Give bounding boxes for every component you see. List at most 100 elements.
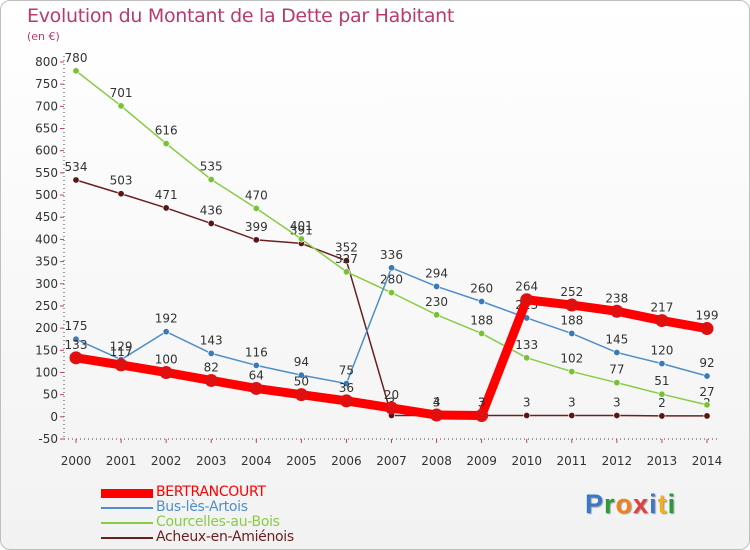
x-tick-label: 2009 xyxy=(466,454,497,468)
data-label: 238 xyxy=(605,291,628,305)
data-point xyxy=(342,380,350,388)
data-point xyxy=(207,349,215,357)
data-point xyxy=(252,236,260,244)
y-tick-label: 150 xyxy=(35,343,58,357)
y-tick-label: 450 xyxy=(35,210,58,224)
data-point xyxy=(658,390,666,398)
y-tick-label: 400 xyxy=(35,232,58,246)
data-label: 2 xyxy=(658,396,666,410)
data-label: 3 xyxy=(433,395,441,409)
data-point xyxy=(610,304,624,318)
data-label: 143 xyxy=(200,333,223,347)
data-point xyxy=(433,282,441,290)
data-label: 4 xyxy=(433,395,441,409)
data-label: 217 xyxy=(650,301,673,315)
data-point xyxy=(568,411,576,419)
data-point xyxy=(159,365,173,379)
data-point xyxy=(385,401,398,415)
data-point xyxy=(568,368,576,376)
data-label: 145 xyxy=(605,333,628,347)
y-tick-label: 600 xyxy=(35,144,58,158)
data-point xyxy=(655,314,669,328)
data-label: 64 xyxy=(249,368,264,382)
data-point xyxy=(297,371,305,379)
data-point xyxy=(703,401,711,409)
data-label: 175 xyxy=(65,319,88,333)
y-tick-label: 650 xyxy=(35,122,58,136)
x-tick-label: 2000 xyxy=(61,454,92,468)
x-tick-label: 2002 xyxy=(151,454,182,468)
y-tick-label: 300 xyxy=(35,277,58,291)
data-point xyxy=(475,408,489,422)
data-point xyxy=(207,219,215,227)
data-point xyxy=(478,298,486,306)
y-tick-label: 500 xyxy=(35,188,58,202)
chart-unit: (en €) xyxy=(27,30,60,43)
data-label: 535 xyxy=(200,160,223,174)
data-label: 199 xyxy=(696,309,719,323)
chart-title: Evolution du Montant de la Dette par Hab… xyxy=(27,5,455,27)
data-label: 102 xyxy=(560,352,583,366)
data-point xyxy=(204,373,218,387)
data-point xyxy=(69,351,83,365)
data-label: 100 xyxy=(155,352,178,366)
data-label: 51 xyxy=(654,374,669,388)
data-label: 188 xyxy=(560,313,583,327)
x-tick-label: 2005 xyxy=(286,454,317,468)
x-tick-label: 2014 xyxy=(692,454,723,468)
data-point xyxy=(478,329,486,337)
x-tick-label: 2011 xyxy=(557,454,588,468)
data-point xyxy=(613,349,621,357)
x-tick-label: 2001 xyxy=(106,454,137,468)
data-label: 327 xyxy=(335,252,358,266)
y-tick-label: 750 xyxy=(35,77,58,91)
y-tick-label: 550 xyxy=(35,166,58,180)
data-label: 77 xyxy=(609,363,624,377)
legend-label: Bus-lès-Artois xyxy=(156,499,248,515)
data-label: 188 xyxy=(470,313,493,327)
data-point xyxy=(700,322,714,336)
legend-swatch xyxy=(101,537,153,539)
data-point xyxy=(162,204,170,212)
data-label: 436 xyxy=(200,203,223,217)
data-label: 3 xyxy=(478,395,486,409)
data-point xyxy=(703,412,711,420)
data-point xyxy=(117,102,125,110)
data-label: 27 xyxy=(699,385,714,399)
data-label: 336 xyxy=(380,248,403,262)
data-label: 701 xyxy=(110,86,133,100)
legend-label: Courcelles-au-Bois xyxy=(156,514,280,530)
data-point xyxy=(342,268,350,276)
data-label: 252 xyxy=(560,285,583,299)
data-point xyxy=(294,388,308,402)
data-point xyxy=(658,360,666,368)
data-label: 534 xyxy=(65,160,88,174)
data-point xyxy=(613,411,621,419)
data-label: 117 xyxy=(110,345,133,359)
data-label: 92 xyxy=(699,356,714,370)
data-point xyxy=(433,311,441,319)
data-label: 192 xyxy=(155,312,178,326)
data-label: 36 xyxy=(339,381,354,395)
data-point xyxy=(72,335,80,343)
data-label: 503 xyxy=(110,174,133,188)
data-label: 264 xyxy=(515,280,538,294)
data-label: 401 xyxy=(290,219,313,233)
data-label: 616 xyxy=(155,124,178,138)
data-point xyxy=(249,381,263,395)
data-label: 471 xyxy=(155,188,178,202)
data-point xyxy=(523,411,531,419)
x-tick-label: 2004 xyxy=(241,454,272,468)
y-tick-label: 700 xyxy=(35,99,58,113)
data-label: 94 xyxy=(294,355,309,369)
y-tick-label: 50 xyxy=(43,388,58,402)
y-tick-label: 100 xyxy=(35,365,58,379)
data-point xyxy=(162,328,170,336)
data-point xyxy=(430,408,444,422)
data-label: 3 xyxy=(613,395,621,409)
data-point xyxy=(72,176,80,184)
data-label: 352 xyxy=(335,241,358,255)
data-point xyxy=(387,289,395,297)
data-point xyxy=(252,361,260,369)
